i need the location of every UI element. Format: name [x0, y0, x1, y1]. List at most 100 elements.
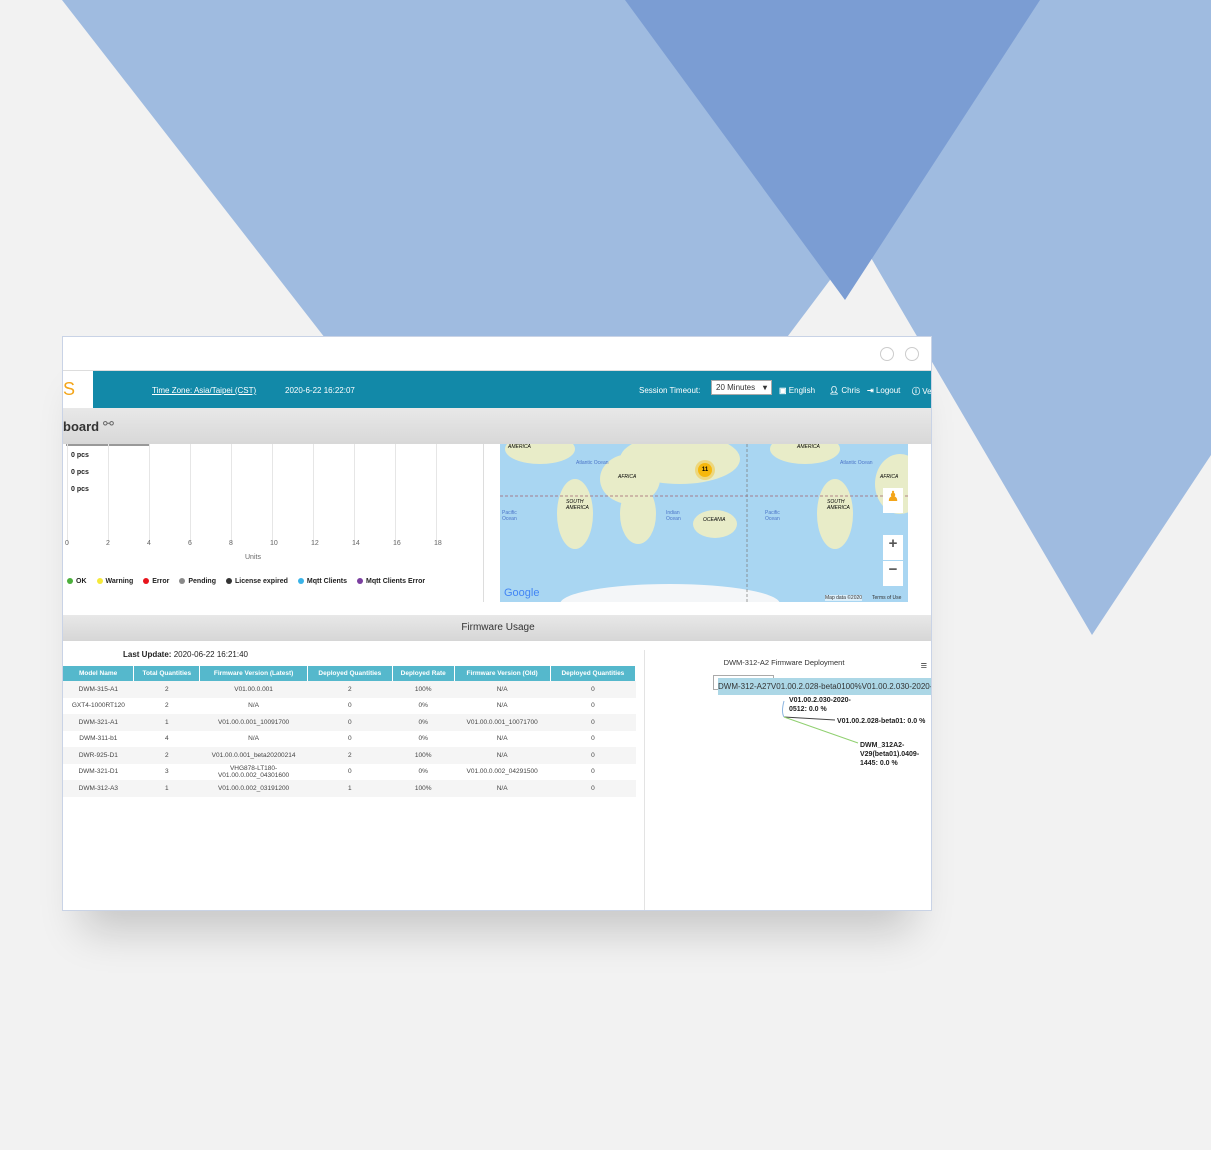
last-update: Last Update: 2020-06-22 16:21:40	[123, 650, 248, 659]
x-tick-label: 10	[270, 540, 278, 547]
zoom-out-button[interactable]: −	[883, 561, 903, 586]
device-map[interactable]: AMERICA Atlantic Ocean AFRICA SOUTH AMER…	[500, 444, 908, 602]
legend-dot-icon	[143, 578, 150, 584]
table-row[interactable]: DWM-315-A1 2 V01.00.0.001 2 100% N/A 0	[63, 681, 636, 698]
slice-connector	[782, 700, 785, 718]
window-titlebar	[63, 337, 931, 371]
user-label: Chris	[841, 386, 861, 395]
legend-dot-icon	[179, 578, 186, 584]
table-cell: 1	[133, 780, 200, 797]
map-label: AFRICA	[618, 474, 637, 480]
table-cell: 0	[348, 735, 352, 743]
table-cell: 1	[133, 714, 200, 731]
table-row[interactable]: DWM-321-A1 1 V01.00.0.001_10091700 0 0% V01.0…	[63, 714, 636, 731]
legend-item[interactable]: Pending	[175, 578, 222, 585]
firmware-table: Model Name Total Quantities Firmware Versi…	[63, 666, 931, 797]
table-cell: N/A	[454, 747, 551, 764]
language-button[interactable]: ▣ English	[779, 386, 815, 395]
table-cell: N/A	[248, 702, 259, 710]
legend-item[interactable]: OK	[63, 578, 93, 585]
table-row[interactable]: DWR-925-D1 2 V01.00.0.001_beta20200214 2 100…	[63, 747, 636, 764]
window-button[interactable]	[905, 347, 919, 361]
table-cell: V01.00.0.001_10071700	[454, 714, 551, 731]
table-row[interactable]: DWM-312-A3 1 V01.00.0.002_03191200 1 100% N/A…	[63, 780, 636, 797]
table-row[interactable]: DWM-311-b1 4 N/A 0 0% N/A 0	[63, 731, 636, 748]
table-cell: 4	[164, 735, 169, 743]
zoom-in-button[interactable]: +	[883, 535, 903, 560]
device-cluster-marker[interactable]: 11	[698, 463, 712, 477]
street-view-pegman-icon[interactable]: ♟	[883, 488, 903, 513]
table-cell: 2	[307, 681, 393, 698]
legend-label: Warning	[105, 578, 134, 585]
column-header[interactable]: Deployed Quantities	[307, 666, 393, 681]
x-tick-label: 16	[393, 540, 401, 547]
table-cell: 0	[591, 735, 595, 743]
x-tick-label: 4	[147, 540, 151, 547]
table-cell: DWM-311-b1	[79, 735, 118, 743]
grid-line	[190, 444, 191, 544]
world-map	[500, 444, 908, 602]
table-cell: 100%	[392, 681, 454, 698]
table-cell: DWM-321-A1	[63, 714, 134, 731]
version-label: Vers	[922, 387, 932, 396]
table-cell: 0%	[418, 768, 428, 776]
column-header[interactable]: Deployed Quantities	[550, 666, 637, 681]
slice-label: V01.00.2.028-beta01: 0.0 %	[837, 718, 926, 725]
legend-dot-icon	[226, 578, 232, 584]
legend-item[interactable]: Error	[139, 578, 175, 585]
table-cell: N/A	[496, 702, 508, 710]
column-header[interactable]: Deployed Rate	[392, 666, 455, 681]
table-cell: 0%	[850, 678, 862, 695]
table-cell: N/A	[454, 780, 551, 797]
column-header[interactable]: Firmware Version (Old)	[454, 666, 551, 681]
legend-dot-icon	[297, 578, 304, 584]
slice-label: V01.00.2.030-2020-0512: 0.0 %	[789, 697, 851, 713]
language-label: English	[788, 386, 816, 395]
version-button[interactable]: ⓘ Vers	[912, 386, 932, 397]
legend-item[interactable]: License expired	[222, 578, 294, 585]
terms-link[interactable]: Terms of Use	[872, 595, 902, 601]
table-row[interactable]: GXT4-1000RT120 2 N/A 0 0% N/A 0	[63, 698, 636, 715]
legend-label: Pending	[188, 578, 216, 585]
table-row[interactable]: DWM-312-A2 7 V01.00.2.028-beta01 0 0% V01.00.…	[713, 675, 931, 695]
chart-legend: OK Warning Error Pending License expired Mqtt…	[63, 578, 431, 585]
table-cell: 0	[550, 747, 636, 764]
column-header[interactable]: Firmware Version (Latest)	[199, 666, 308, 681]
column-header[interactable]: Model Name	[63, 666, 135, 681]
map-label: Pacific Ocean	[502, 510, 517, 522]
legend-label: License expired	[235, 578, 288, 585]
table-cell: 100%	[392, 747, 454, 764]
table-cell: VHG878-LT180-V01.00.0.002_04301600	[217, 764, 290, 779]
table-cell: V01.00.0.001_10091700	[199, 714, 308, 731]
hamburger-icon[interactable]: ≡	[920, 660, 927, 672]
page-title: board	[63, 419, 100, 434]
legend-item[interactable]: Warning	[93, 578, 140, 585]
x-tick-label: 2	[106, 540, 110, 547]
session-timeout-select[interactable]: 20 Minutes ▾	[711, 380, 772, 395]
grid-line	[231, 444, 232, 544]
column-header[interactable]: Total Quantities	[133, 666, 201, 681]
legend-item[interactable]: Mqtt Clients Error	[353, 578, 431, 585]
window-button[interactable]	[880, 347, 894, 361]
bar-label: 0 pcs	[71, 452, 89, 459]
map-data-attribution: Map data ©2020	[825, 595, 863, 601]
logout-button[interactable]: ⇥ Logout	[867, 386, 900, 395]
user-button[interactable]: 👤︎ Chris	[829, 386, 860, 395]
grid-line	[108, 444, 109, 544]
legend-label: Mqtt Clients	[306, 578, 347, 585]
legend-item[interactable]: Mqtt Clients	[294, 578, 353, 585]
table-cell: 0	[348, 768, 352, 776]
legend-label: Error	[152, 578, 170, 585]
table-cell: N/A	[248, 735, 259, 743]
table-cell: DWM-312-A3	[63, 780, 134, 797]
legend-dot-icon	[67, 578, 73, 584]
grid-line	[272, 444, 273, 544]
timezone-link[interactable]: Time Zone: Asia/Taipei (CST)	[152, 386, 257, 395]
table-cell: V01.00.2.028-beta01	[770, 678, 846, 695]
map-label: OCEANIA	[703, 517, 726, 523]
table-row[interactable]: DWM-321-D1 3 VHG878-LT180-V01.00.0.002_043…	[63, 764, 636, 781]
x-tick-label: 0	[65, 540, 69, 547]
table-cell: 2	[133, 747, 200, 764]
x-tick-label: 8	[229, 540, 233, 547]
share-icon[interactable]: ⚯	[103, 416, 114, 431]
